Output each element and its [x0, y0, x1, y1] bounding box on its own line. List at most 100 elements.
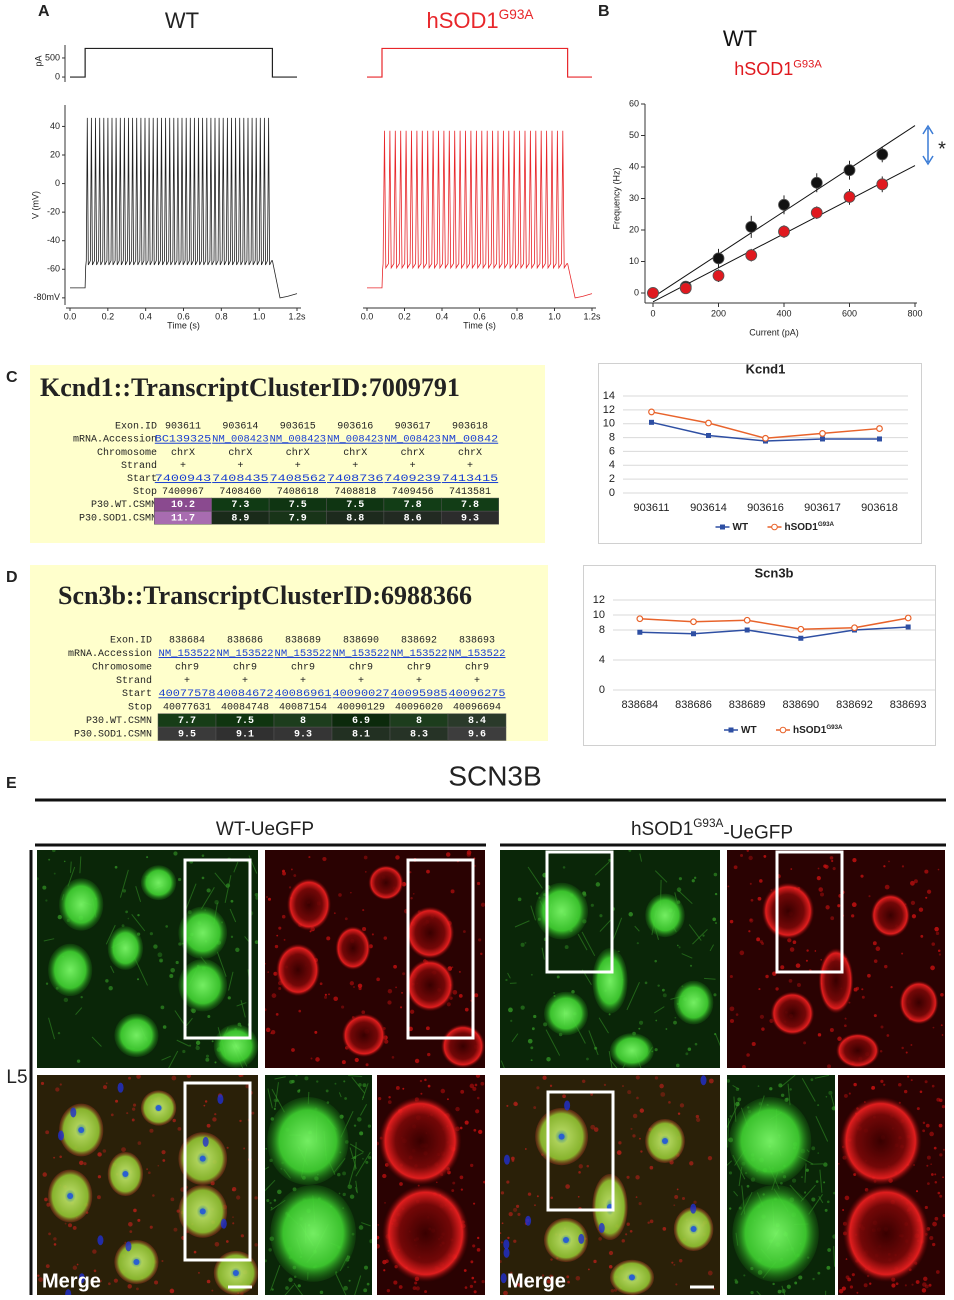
- speckle: [695, 1114, 700, 1119]
- speckle: [678, 877, 682, 881]
- speckle: [932, 1242, 936, 1247]
- speckle: [149, 932, 153, 936]
- speckle: [511, 1159, 515, 1162]
- table-cell: chrX: [401, 447, 425, 459]
- speckle: [254, 1196, 258, 1200]
- trace-title-main: hSOD1: [427, 8, 499, 33]
- speckle: [323, 995, 328, 999]
- speckle: [131, 1118, 135, 1122]
- nucleus: [558, 1133, 565, 1140]
- speckle: [137, 1141, 142, 1145]
- speckle: [599, 914, 603, 918]
- speckle: [806, 949, 809, 952]
- speckle: [820, 958, 823, 961]
- speckle: [173, 1227, 178, 1232]
- speckle: [861, 988, 864, 991]
- nucleus: [133, 1259, 140, 1265]
- speckle: [175, 960, 179, 965]
- speckle: [40, 1081, 45, 1085]
- speckle: [42, 885, 47, 890]
- speckle: [72, 1225, 77, 1230]
- speckle: [99, 1279, 102, 1283]
- speckle: [541, 1274, 545, 1277]
- speckle: [826, 1265, 831, 1270]
- speckle: [211, 1289, 214, 1292]
- speckle: [761, 1027, 765, 1031]
- speckle: [924, 1205, 928, 1210]
- speckle: [593, 1259, 597, 1264]
- speckle: [476, 1096, 480, 1100]
- y-tick-label: 20: [629, 224, 639, 234]
- table-cell: +: [180, 461, 186, 472]
- data-point: [636, 615, 644, 623]
- speckle: [64, 1222, 67, 1225]
- speckle: [729, 1006, 735, 1012]
- speckle: [464, 1120, 469, 1125]
- row-label: mRNA.Accession: [68, 648, 152, 660]
- speckle: [446, 1098, 449, 1101]
- y-tick-label: 0: [599, 684, 605, 696]
- data-point: [876, 425, 883, 432]
- dapi: [503, 1154, 510, 1165]
- speckle: [817, 867, 820, 870]
- speckle: [639, 1020, 644, 1025]
- table-cell: chr9: [349, 661, 373, 673]
- speckle: [182, 1049, 186, 1054]
- fiber: [599, 919, 612, 932]
- cell: [335, 926, 371, 970]
- speckle: [714, 892, 718, 896]
- fiber: [75, 1007, 83, 1016]
- speckle: [922, 1282, 927, 1287]
- speckle: [535, 892, 539, 895]
- fiber: [507, 972, 511, 979]
- speckle: [238, 1075, 243, 1077]
- fiber: [349, 1147, 357, 1169]
- speckle: [325, 1089, 329, 1093]
- fiber: [185, 1017, 193, 1027]
- y-tick-label: 40: [629, 161, 639, 171]
- table-cell: 8: [416, 716, 422, 727]
- fiber: [361, 1083, 369, 1101]
- speckle: [165, 925, 169, 928]
- speckle: [398, 1285, 403, 1289]
- speckle: [702, 934, 705, 937]
- speckle: [534, 1204, 536, 1207]
- data-point: [778, 225, 790, 238]
- table-cell: 7.5: [346, 500, 364, 511]
- nucleus: [199, 1208, 206, 1215]
- speckle: [511, 1156, 515, 1161]
- speckle: [792, 940, 797, 945]
- x-tick-label: 0.4: [139, 311, 152, 321]
- table-cell: 7.8: [404, 500, 422, 511]
- speckle: [546, 1279, 551, 1284]
- speckle: [424, 1078, 427, 1082]
- speckle: [883, 865, 886, 868]
- table-cell: 9.3: [461, 513, 479, 524]
- speckle: [412, 892, 415, 895]
- speckle: [593, 1127, 599, 1132]
- speckle: [201, 876, 205, 880]
- fiber: [577, 933, 588, 951]
- speckle: [739, 950, 745, 956]
- data-point: [649, 419, 654, 425]
- x-tick-label: 1.0: [548, 311, 561, 321]
- data-point: [647, 287, 659, 299]
- speckle: [160, 1005, 165, 1010]
- table-cell: 8.3: [410, 729, 428, 740]
- speckle: [282, 869, 286, 873]
- speckle: [127, 917, 130, 920]
- speckle: [513, 1101, 518, 1107]
- link-cell: NM_153522: [159, 649, 216, 660]
- speckle: [542, 1075, 547, 1080]
- speckle: [276, 934, 279, 937]
- group-label: WT-UeGFP: [216, 819, 314, 840]
- speckle: [341, 1005, 345, 1009]
- cell: [270, 1185, 356, 1282]
- speckle: [53, 1156, 56, 1159]
- voltage-trace: [70, 117, 298, 299]
- speckle: [577, 1195, 580, 1198]
- x-tick-label: 200: [711, 308, 726, 318]
- speckle: [169, 974, 174, 979]
- speckle: [935, 931, 940, 936]
- fiber: [354, 1275, 362, 1295]
